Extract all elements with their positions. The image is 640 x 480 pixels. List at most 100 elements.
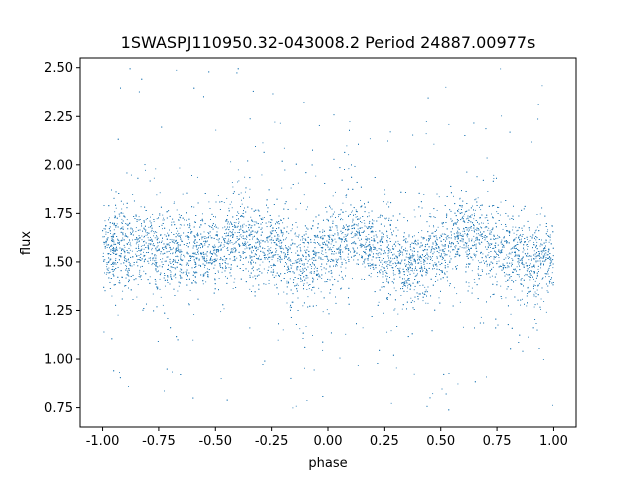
scatter-point (112, 252, 114, 254)
scatter-point (265, 283, 267, 285)
scatter-point (166, 256, 168, 258)
scatter-point (449, 285, 450, 287)
scatter-point (346, 145, 348, 147)
scatter-point (287, 272, 289, 273)
scatter-point (457, 233, 459, 235)
scatter-point (441, 244, 443, 246)
scatter-point (156, 194, 158, 196)
scatter-point (322, 235, 324, 237)
scatter-point (427, 272, 429, 274)
scatter-point (302, 239, 303, 241)
scatter-point (295, 235, 297, 237)
scatter-point (183, 254, 185, 256)
scatter-point (476, 233, 478, 235)
scatter-point (492, 228, 494, 230)
scatter-point (285, 237, 287, 239)
scatter-point (299, 248, 301, 250)
scatter-point (436, 239, 438, 241)
scatter-point (357, 365, 359, 366)
scatter-point (511, 248, 513, 249)
scatter-point (129, 231, 131, 233)
scatter-point (486, 376, 487, 378)
scatter-point (393, 253, 395, 255)
scatter-point (129, 263, 131, 264)
scatter-point (222, 246, 224, 248)
scatter-point (125, 265, 127, 266)
scatter-point (526, 305, 528, 307)
scatter-point (392, 258, 394, 260)
scatter-point (210, 262, 212, 264)
scatter-point (116, 250, 118, 251)
scatter-point (442, 250, 444, 252)
scatter-point (140, 237, 141, 239)
scatter-point (240, 233, 242, 235)
scatter-point (162, 228, 163, 230)
scatter-point (294, 232, 296, 234)
scatter-point (543, 257, 544, 259)
scatter-point (335, 258, 337, 260)
scatter-point (477, 260, 479, 262)
scatter-point (457, 383, 459, 385)
scatter-point (537, 254, 539, 256)
scatter-point (153, 231, 155, 232)
scatter-point (383, 286, 385, 287)
scatter-point (180, 257, 182, 259)
scatter-point (314, 234, 316, 236)
scatter-point (342, 219, 344, 221)
scatter-point (258, 242, 260, 244)
scatter-point (508, 256, 510, 258)
scatter-point (125, 266, 127, 268)
scatter-point (259, 246, 261, 248)
scatter-point (161, 240, 163, 242)
scatter-point (244, 176, 246, 178)
scatter-point (531, 236, 533, 238)
scatter-point (502, 228, 504, 230)
scatter-point (261, 174, 263, 176)
scatter-point (236, 219, 238, 221)
scatter-point (432, 225, 434, 227)
scatter-point (353, 241, 355, 242)
scatter-point (252, 276, 254, 278)
scatter-point (433, 268, 435, 270)
scatter-point (352, 224, 354, 226)
scatter-point (383, 312, 384, 314)
scatter-point (425, 302, 427, 304)
scatter-point (544, 254, 546, 256)
scatter-point (529, 263, 531, 265)
scatter-point (315, 266, 316, 268)
scatter-point (190, 256, 192, 258)
scatter-point (249, 239, 251, 241)
scatter-point (296, 226, 298, 228)
scatter-point (271, 237, 273, 239)
scatter-point (381, 266, 383, 268)
scatter-point (355, 233, 357, 235)
scatter-point (384, 218, 386, 220)
scatter-point (535, 229, 537, 231)
scatter-point (423, 193, 425, 195)
scatter-point (205, 272, 207, 273)
scatter-point (152, 259, 154, 261)
scatter-point (232, 288, 234, 289)
scatter-point (308, 284, 309, 286)
scatter-point (464, 233, 466, 235)
scatter-point (248, 270, 249, 272)
scatter-point (527, 252, 529, 254)
scatter-point (296, 283, 298, 285)
scatter-point (501, 239, 503, 241)
scatter-point (279, 242, 281, 244)
scatter-point (489, 244, 491, 246)
scatter-point (176, 209, 178, 211)
scatter-point (365, 243, 367, 245)
scatter-point (202, 274, 204, 276)
scatter-point (184, 219, 185, 221)
scatter-point (456, 293, 458, 295)
scatter-point (236, 257, 238, 259)
scatter-point (240, 228, 242, 230)
scatter-point (231, 182, 233, 184)
scatter-point (390, 265, 392, 266)
scatter-point (181, 224, 183, 226)
scatter-point (404, 281, 406, 283)
scatter-point (230, 161, 232, 163)
scatter-point (291, 301, 293, 303)
scatter-point (283, 291, 285, 293)
